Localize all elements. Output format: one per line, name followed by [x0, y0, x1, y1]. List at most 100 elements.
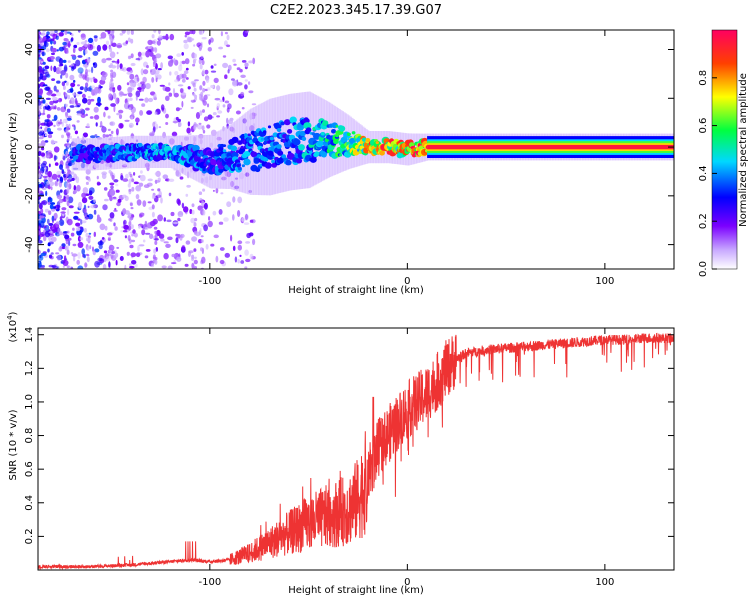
noise-speckle	[108, 96, 113, 101]
noise-speckle	[172, 221, 179, 225]
noise-speckle	[84, 63, 88, 69]
noise-speckle	[154, 240, 158, 245]
noise-speckle	[50, 93, 57, 97]
noise-speckle	[134, 263, 138, 268]
noise-speckle	[50, 65, 53, 72]
noise-speckle	[93, 35, 98, 39]
noise-speckle	[145, 50, 151, 58]
noise-speckle	[70, 38, 73, 43]
noise-speckle	[148, 97, 154, 103]
noise-speckle	[81, 248, 85, 255]
noise-speckle	[38, 109, 41, 115]
noise-speckle	[222, 55, 227, 58]
noise-speckle	[163, 217, 166, 222]
noise-speckle	[145, 232, 151, 235]
noise-speckle	[200, 247, 203, 252]
noise-speckle	[44, 65, 50, 70]
noise-speckle	[154, 58, 158, 64]
noise-speckle	[74, 130, 78, 135]
signal-point	[243, 158, 251, 166]
noise-speckle	[75, 222, 81, 227]
noise-speckle	[103, 111, 106, 118]
noise-speckle	[118, 114, 123, 119]
noise-speckle	[135, 194, 140, 200]
snr-frame	[37, 327, 675, 571]
noise-speckle	[239, 254, 242, 257]
noise-speckle	[113, 209, 118, 212]
noise-speckle	[110, 78, 114, 82]
signal-point	[218, 168, 224, 173]
noise-speckle	[207, 114, 213, 120]
noise-speckle	[202, 109, 205, 113]
noise-speckle	[127, 213, 131, 217]
noise-speckle	[128, 188, 132, 192]
noise-speckle	[89, 116, 94, 119]
noise-speckle	[203, 94, 208, 101]
signal-point	[267, 125, 272, 129]
noise-speckle	[108, 254, 112, 257]
noise-speckle	[46, 218, 50, 225]
noise-speckle	[56, 80, 61, 84]
noise-speckle	[177, 84, 184, 87]
noise-speckle	[213, 77, 219, 84]
noise-speckle	[56, 107, 61, 111]
noise-speckle	[177, 217, 181, 222]
noise-speckle	[184, 31, 190, 36]
noise-speckle	[227, 103, 232, 110]
noise-speckle	[167, 236, 173, 241]
noise-speckle	[222, 104, 226, 108]
noise-speckle	[252, 57, 256, 65]
noise-speckle	[164, 86, 171, 92]
noise-speckle	[181, 244, 186, 252]
noise-speckle	[66, 138, 70, 142]
noise-speckle	[110, 185, 114, 190]
noise-speckle	[140, 81, 145, 85]
noise-speckle	[45, 190, 48, 197]
noise-speckle	[53, 218, 57, 221]
chart-title: C2E2.2023.345.17.39.G07	[270, 3, 442, 18]
noise-speckle	[111, 60, 116, 63]
noise-speckle	[206, 103, 210, 108]
signal-point	[262, 130, 267, 134]
noise-speckle	[130, 207, 134, 210]
noise-speckle	[42, 36, 47, 40]
noise-speckle	[207, 47, 212, 52]
spectrogram-frame	[37, 29, 675, 270]
noise-speckle	[105, 256, 111, 262]
noise-speckle	[84, 86, 88, 93]
noise-speckle	[130, 252, 137, 258]
noise-speckle	[108, 169, 112, 174]
noise-speckle	[75, 100, 79, 106]
noise-speckle	[173, 58, 176, 65]
noise-speckle	[191, 203, 195, 208]
noise-speckle	[120, 229, 124, 233]
noise-speckle	[128, 221, 132, 226]
noise-speckle	[216, 85, 221, 91]
noise-speckle	[212, 112, 217, 116]
noise-speckle	[109, 249, 113, 253]
noise-speckle	[73, 211, 80, 214]
noise-speckle	[185, 67, 189, 71]
noise-speckle	[67, 89, 71, 93]
noise-speckle	[186, 184, 191, 188]
noise-speckle	[215, 255, 219, 263]
signal-halo	[239, 117, 242, 192]
noise-speckle	[87, 205, 90, 209]
noise-speckle	[192, 63, 196, 67]
noise-speckle	[96, 175, 99, 180]
noise-speckle	[186, 36, 193, 43]
noise-speckle	[193, 58, 197, 61]
noise-speckle	[180, 92, 187, 96]
noise-speckle	[145, 249, 151, 252]
noise-speckle	[55, 89, 59, 93]
noise-speckle	[44, 140, 49, 143]
noise-speckle	[87, 95, 91, 99]
noise-speckle	[107, 30, 111, 35]
noise-speckle	[101, 237, 105, 240]
noise-speckle	[48, 231, 54, 234]
noise-speckle	[38, 120, 41, 127]
noise-speckle	[210, 243, 215, 247]
noise-speckle	[38, 116, 41, 120]
signal-point	[287, 129, 293, 134]
noise-speckle	[168, 92, 173, 97]
